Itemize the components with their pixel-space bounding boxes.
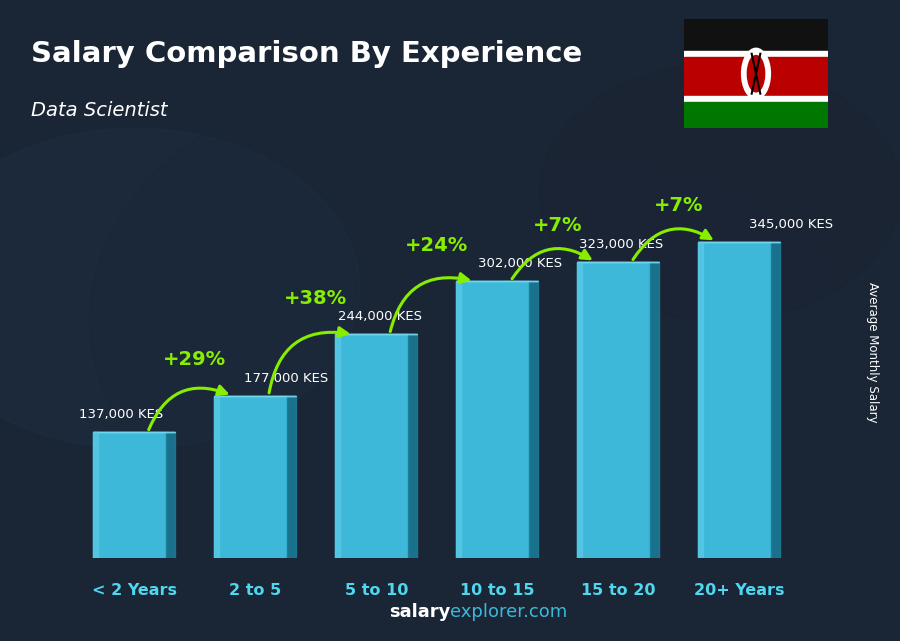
Polygon shape [650,262,660,558]
Text: +38%: +38% [284,288,347,308]
Text: +7%: +7% [533,217,582,235]
Text: 20+ Years: 20+ Years [694,583,785,598]
Text: Data Scientist: Data Scientist [31,101,167,120]
Bar [94,432,98,558]
Circle shape [540,64,900,321]
Text: +24%: +24% [405,236,468,254]
Ellipse shape [747,56,765,92]
Circle shape [315,160,855,545]
Bar [698,242,770,558]
Text: 177,000 KES: 177,000 KES [245,372,328,385]
Polygon shape [166,432,176,558]
Text: 323,000 KES: 323,000 KES [580,238,663,251]
Polygon shape [528,281,538,558]
Bar [577,262,582,558]
Bar [456,281,461,558]
FancyArrowPatch shape [269,328,347,393]
Text: < 2 Years: < 2 Years [92,583,177,598]
Bar [698,242,703,558]
Bar [456,281,528,558]
Bar [335,334,340,558]
Circle shape [135,96,495,353]
FancyArrowPatch shape [633,229,711,260]
Bar [214,395,287,558]
Text: 10 to 15: 10 to 15 [460,583,535,598]
Bar [214,395,219,558]
Bar [94,432,166,558]
Bar [335,334,408,558]
Text: 302,000 KES: 302,000 KES [478,257,562,270]
FancyArrowPatch shape [512,249,590,279]
Circle shape [90,64,810,577]
Polygon shape [770,242,780,558]
Text: 2 to 5: 2 to 5 [230,583,282,598]
Bar [684,58,828,97]
Polygon shape [287,395,296,558]
Ellipse shape [742,48,770,99]
Text: explorer.com: explorer.com [450,603,567,621]
Text: Average Monthly Salary: Average Monthly Salary [867,282,879,423]
FancyArrowPatch shape [391,274,468,331]
Bar [684,51,828,57]
Text: 345,000 KES: 345,000 KES [749,218,833,231]
Text: 5 to 10: 5 to 10 [345,583,408,598]
Bar [684,96,828,103]
Bar [684,19,828,52]
Bar [684,102,828,128]
Text: Salary Comparison By Experience: Salary Comparison By Experience [31,40,582,69]
Text: 15 to 20: 15 to 20 [581,583,655,598]
Text: salary: salary [389,603,450,621]
Polygon shape [408,334,418,558]
FancyArrowPatch shape [148,386,227,429]
Text: 244,000 KES: 244,000 KES [338,310,421,323]
Circle shape [0,128,360,449]
Bar [577,262,650,558]
Text: +29%: +29% [163,350,227,369]
Text: +7%: +7% [654,196,704,215]
Text: 137,000 KES: 137,000 KES [78,408,163,421]
